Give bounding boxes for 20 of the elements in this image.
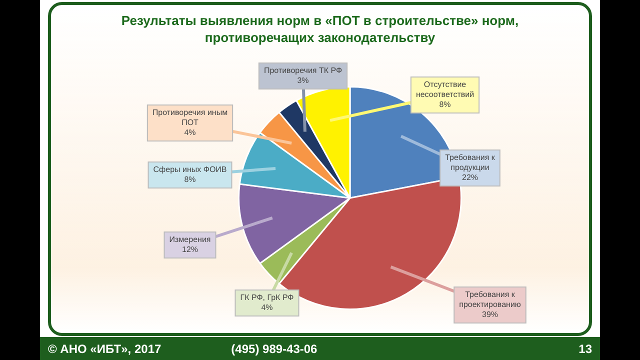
text: 13 <box>578 342 592 356</box>
chart-title: Результаты выявления норм в «ПОТ в строительстве» норм, противоречащих законодательству <box>120 12 520 46</box>
slice-label: Противоречия иным ПОТ <box>152 108 228 128</box>
data-label: 4% <box>184 128 196 138</box>
slice-label: Сферы иных ФОИВ <box>153 165 227 174</box>
data-label: 12% <box>182 245 198 254</box>
text: (495) 989-43-06 <box>231 342 318 356</box>
slice-label: Противоречия ТК РФ <box>264 66 342 76</box>
slice-label: Отсутствие несоответствий <box>416 80 474 100</box>
data-label: 22% <box>462 173 478 182</box>
data-label: 8% <box>439 100 451 110</box>
data-label: 3% <box>297 76 309 86</box>
slice-label: Измерения <box>169 235 211 244</box>
slice-label: Требования к проектированию <box>459 290 521 310</box>
data-label: 39% <box>482 310 498 320</box>
slice-label: ГК РФ, ГрК РФ <box>240 293 294 302</box>
data-label: 8% <box>184 175 196 184</box>
slice-label: Требования к продукции <box>445 153 496 172</box>
data-label: 4% <box>261 303 273 312</box>
text: © АНО «ИБТ», 2017 <box>48 342 162 356</box>
